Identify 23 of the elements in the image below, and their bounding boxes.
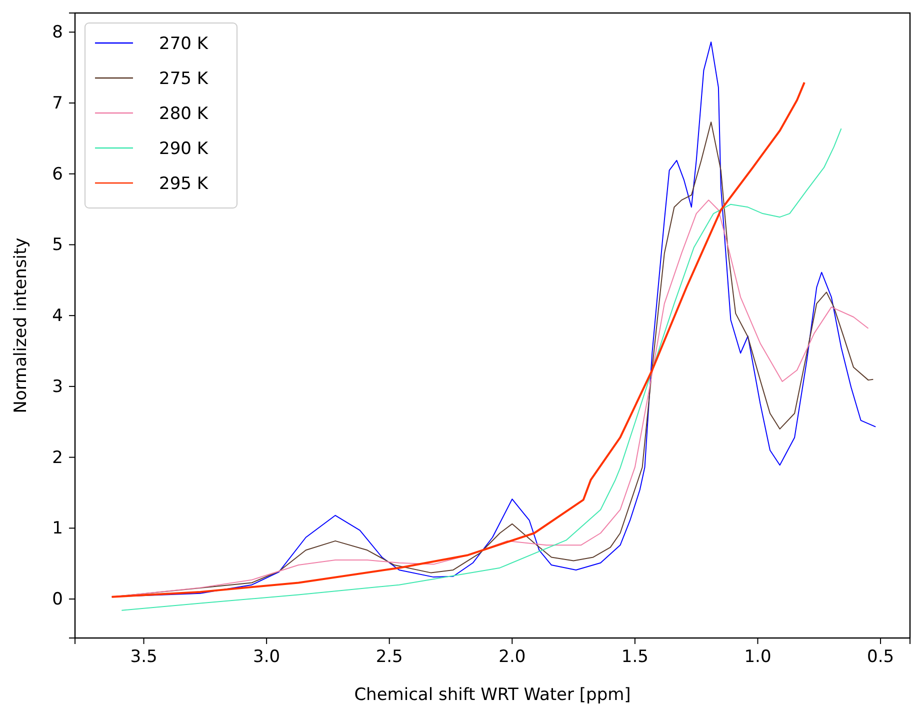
- y-tick-label: 5: [52, 235, 63, 256]
- y-tick-label: 7: [52, 93, 63, 114]
- x-tick-label: 2.0: [498, 647, 526, 668]
- y-axis-title: Normalized intensity: [11, 238, 31, 414]
- x-tick-label: 1.0: [744, 647, 772, 668]
- y-tick-label: 3: [52, 376, 63, 397]
- y-tick-label: 8: [52, 22, 63, 43]
- y-tick-label: 0: [52, 589, 63, 610]
- y-tick-label: 4: [52, 306, 63, 326]
- x-tick-label: 2.5: [376, 647, 403, 668]
- legend-label: 295 K: [159, 174, 209, 194]
- y-tick-label: 1: [52, 518, 63, 539]
- x-tick-label: 3.5: [130, 647, 158, 668]
- legend-label: 290 K: [159, 139, 209, 159]
- x-tick-label: 0.5: [867, 647, 894, 668]
- legend-label: 280 K: [159, 104, 209, 124]
- x-tick-label: 1.5: [621, 647, 648, 668]
- legend-label: 275 K: [159, 69, 209, 89]
- y-tick-label: 6: [52, 164, 63, 184]
- legend-label: 270 K: [159, 34, 209, 54]
- x-tick-label: 3.0: [253, 647, 280, 668]
- x-axis-title: Chemical shift WRT Water [ppm]: [354, 685, 631, 705]
- y-tick-label: 2: [52, 448, 63, 468]
